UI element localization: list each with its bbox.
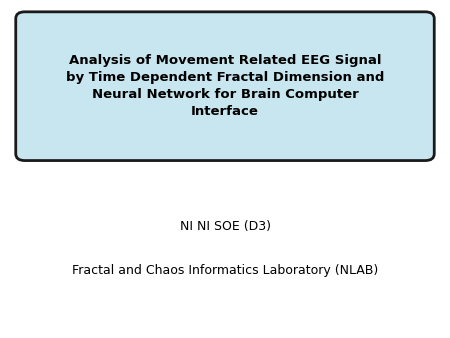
Text: NI NI SOE (D3): NI NI SOE (D3) [180,220,270,233]
Text: Analysis of Movement Related EEG Signal
by Time Dependent Fractal Dimension and
: Analysis of Movement Related EEG Signal … [66,54,384,118]
FancyBboxPatch shape [16,12,434,161]
Text: Fractal and Chaos Informatics Laboratory (NLAB): Fractal and Chaos Informatics Laboratory… [72,264,378,277]
